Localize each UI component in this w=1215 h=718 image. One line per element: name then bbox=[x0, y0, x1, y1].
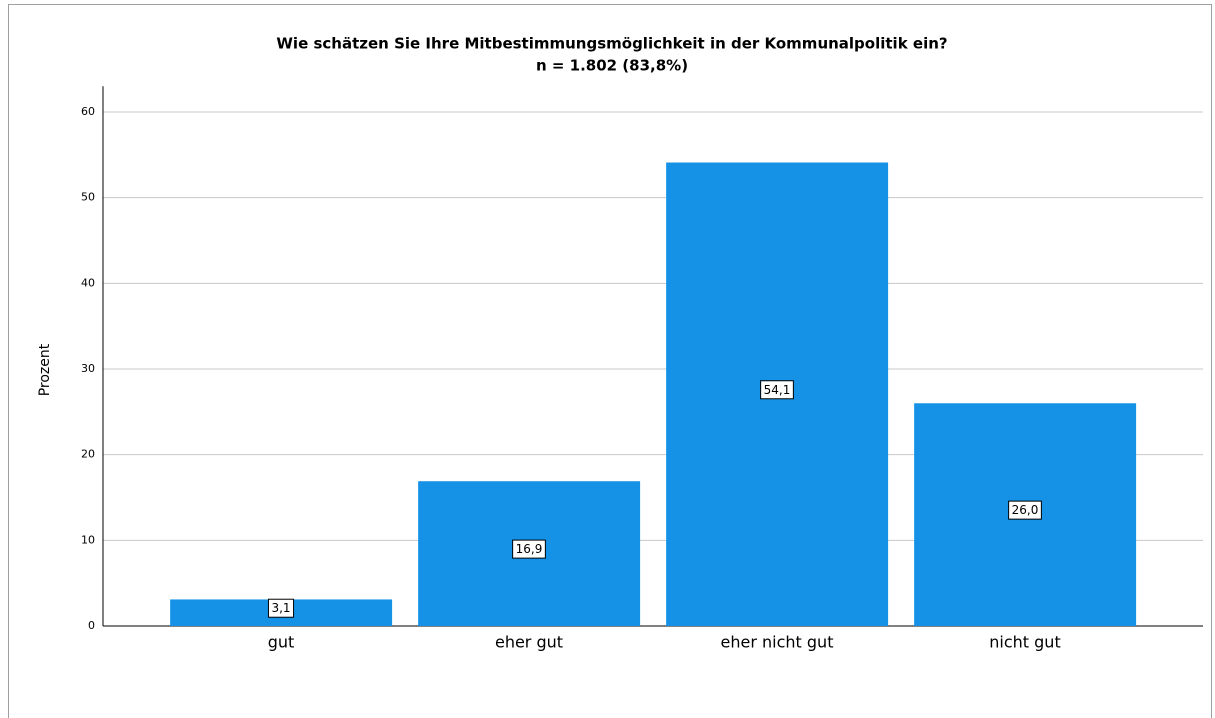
value-label-box bbox=[760, 380, 794, 400]
value-label-box bbox=[1008, 500, 1042, 520]
x-tick-label: eher gut bbox=[495, 633, 563, 652]
y-axis-label: Prozent bbox=[37, 343, 53, 396]
y-tick-label: 30 bbox=[81, 362, 95, 375]
y-tick-label: 40 bbox=[81, 276, 95, 289]
value-label: 16,9 bbox=[516, 542, 543, 556]
y-tick-label: 50 bbox=[81, 191, 95, 204]
y-tick-label: 60 bbox=[81, 105, 95, 118]
value-label-box bbox=[512, 539, 546, 559]
y-tick-label: 10 bbox=[81, 533, 95, 546]
chart-subtitle: n = 1.802 (83,8%) bbox=[536, 57, 688, 75]
x-tick-label: eher nicht gut bbox=[721, 633, 834, 652]
x-tick-label: gut bbox=[268, 633, 295, 652]
value-label: 26,0 bbox=[1012, 503, 1039, 517]
chart-title: Wie schätzen Sie Ihre Mitbestimmungsmögl… bbox=[276, 35, 947, 53]
y-tick-label: 0 bbox=[88, 619, 95, 632]
y-tick-label: 20 bbox=[81, 448, 95, 461]
frame bbox=[8, 4, 1212, 718]
x-tick-label: nicht gut bbox=[989, 633, 1060, 652]
value-label-box bbox=[267, 598, 295, 618]
value-label: 54,1 bbox=[764, 383, 791, 397]
value-label: 3,1 bbox=[271, 601, 290, 615]
